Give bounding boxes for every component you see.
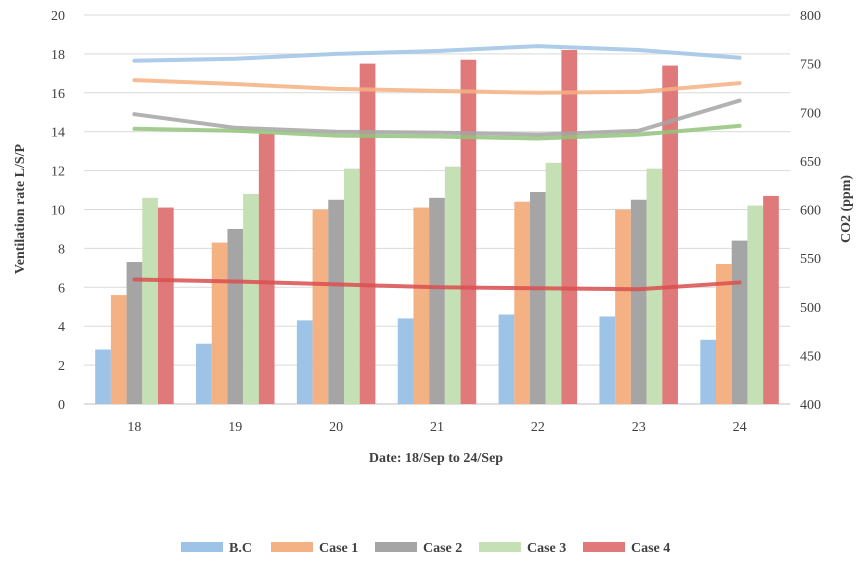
bar (359, 63, 376, 404)
bar (747, 205, 764, 404)
bar (460, 59, 477, 405)
co2-line-group (132, 44, 742, 292)
bar (413, 207, 430, 404)
legend-label: Case 1 (319, 541, 358, 556)
bar (530, 191, 546, 404)
y2-tick-label: 450 (800, 349, 821, 364)
bar (110, 295, 127, 404)
bar (126, 262, 143, 404)
y2-tick-label: 650 (800, 155, 821, 170)
bar (561, 50, 578, 404)
legend-label: Case 2 (423, 541, 462, 556)
bar (700, 339, 717, 404)
co2-line (132, 277, 742, 292)
bar (429, 197, 445, 404)
legend-label: Case 4 (631, 541, 670, 556)
co2-line (132, 44, 742, 63)
bar (615, 209, 631, 404)
bar (731, 240, 748, 404)
y2-tick-label: 800 (800, 9, 821, 24)
y-tick-label: 8 (58, 242, 65, 257)
bar (157, 207, 174, 404)
x-axis-title: Date: 18/Sep to 24/Sep (369, 451, 503, 466)
y-tick-label: 18 (51, 48, 65, 63)
legend: B.C Case 1 Case 2 Case 3 Case 4 (181, 541, 670, 556)
y-tick-label: 16 (51, 87, 65, 102)
co2-line (132, 98, 742, 137)
bar (328, 199, 344, 404)
right-axis-ticks: 400 450 500 550 600 650 700 750 800 (800, 9, 821, 413)
bar (211, 242, 228, 404)
bar (763, 195, 779, 404)
x-axis-ticks: 18 19 20 21 22 23 24 (127, 420, 746, 435)
y2-axis-title: CO2 (ppm) (839, 175, 854, 243)
legend-swatch (479, 542, 521, 552)
x-tick-label: 18 (127, 420, 141, 435)
bar (599, 316, 616, 404)
y-tick-label: 6 (58, 281, 65, 296)
y2-tick-label: 700 (800, 106, 821, 121)
bar (716, 263, 732, 404)
bar (196, 343, 212, 404)
bar-group (95, 50, 779, 405)
left-axis-ticks: 0 2 4 6 8 10 12 14 16 18 20 (51, 9, 65, 413)
bar (630, 199, 647, 404)
legend-swatch (181, 542, 223, 552)
bar (545, 162, 562, 404)
legend-swatch (583, 542, 625, 552)
bar (296, 320, 313, 404)
y-tick-label: 12 (51, 165, 65, 180)
bar (498, 314, 515, 404)
bar (243, 193, 259, 404)
x-tick-label: 22 (531, 420, 545, 435)
y2-tick-label: 500 (800, 301, 821, 316)
x-tick-label: 21 (430, 420, 444, 435)
bar (258, 133, 275, 404)
y-tick-label: 4 (58, 320, 65, 335)
legend-label: Case 3 (527, 541, 566, 556)
x-tick-label: 19 (228, 420, 242, 435)
y-tick-label: 14 (51, 126, 65, 141)
bar (227, 228, 244, 404)
y2-tick-label: 400 (800, 398, 821, 413)
bar (142, 197, 158, 404)
bar (514, 201, 531, 404)
x-tick-label: 23 (632, 420, 646, 435)
bar (312, 209, 329, 404)
bar (397, 318, 414, 404)
y-axis-title: Ventilation rate L/S/P (13, 143, 28, 274)
bar (662, 65, 678, 404)
bar (444, 166, 461, 404)
bar (95, 349, 111, 404)
legend-label: B.C (229, 541, 252, 556)
legend-swatch (375, 542, 417, 552)
x-tick-label: 20 (329, 420, 343, 435)
x-tick-label: 24 (733, 420, 747, 435)
y-tick-label: 10 (51, 204, 65, 219)
co2-line (132, 78, 742, 95)
y-tick-label: 20 (51, 9, 65, 24)
y-tick-label: 0 (58, 398, 65, 413)
y2-tick-label: 550 (800, 252, 821, 267)
legend-swatch (271, 542, 313, 552)
co2-line (132, 123, 742, 141)
y-tick-label: 2 (58, 359, 65, 374)
y2-tick-label: 750 (800, 58, 821, 73)
y2-tick-label: 600 (800, 204, 821, 219)
